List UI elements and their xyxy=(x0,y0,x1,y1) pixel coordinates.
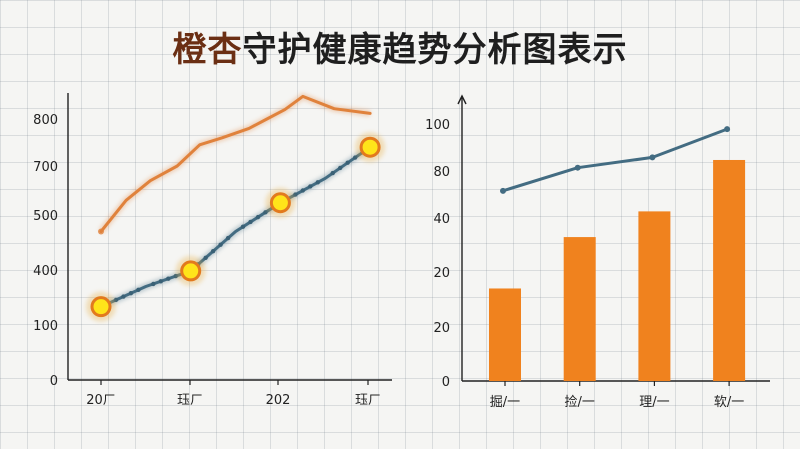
series-1-texture-dot xyxy=(255,214,261,220)
left-y-tick-label: 700 xyxy=(33,160,58,175)
series-1-texture-dot xyxy=(345,160,350,165)
left-x-tick-label: 珏ㄏ xyxy=(177,393,203,408)
trend-line-point xyxy=(574,164,581,171)
right-x-tick-label: 掘/一 xyxy=(490,395,520,410)
series-1-texture-dot xyxy=(308,184,313,189)
left-x-tick-label: 202 xyxy=(266,393,291,408)
bar xyxy=(563,237,596,381)
left-y-tick-label: 800 xyxy=(33,113,58,128)
left-y-tick-label: 0 xyxy=(50,374,58,389)
bar xyxy=(713,159,746,381)
series-1-texture-dot xyxy=(263,210,268,215)
left-x-tick-label: 20ㄏ xyxy=(86,393,116,408)
series-1-texture-dot xyxy=(315,180,320,185)
series-1-texture-dot xyxy=(300,188,306,193)
bar xyxy=(489,288,521,381)
series-0-start-dot xyxy=(98,228,104,235)
bar xyxy=(638,211,671,381)
series-1-texture-dot xyxy=(338,165,343,171)
right-bar-chart: 0 20 20 40 80 100 掘/一 捡/一 理/一 软/一 xyxy=(425,94,770,410)
data-point-marker xyxy=(90,296,112,318)
right-y-tick-label: 100 xyxy=(425,118,450,133)
right-y-tick-label: 20 xyxy=(433,266,450,281)
chart-title-accent: 橙杏 xyxy=(172,30,243,70)
series-1-texture-dot xyxy=(240,224,246,229)
series-1-texture-dot xyxy=(128,291,134,296)
series-1-texture-dot xyxy=(330,170,335,176)
right-x-tick-label: 理/一 xyxy=(639,395,669,410)
data-point-marker xyxy=(180,260,202,282)
series-1-glow xyxy=(99,144,372,310)
data-point-marker xyxy=(269,192,291,214)
left-x-tick-label: 珏ㄏ xyxy=(355,393,381,408)
left-y-tick-label: 400 xyxy=(33,264,58,279)
series-1-texture-dot xyxy=(248,219,253,225)
left-y-tick-label: 100 xyxy=(33,319,58,334)
series-1-line xyxy=(99,145,372,309)
right-y-tick-label: 40 xyxy=(433,212,450,227)
series-1-texture-dot xyxy=(158,279,163,284)
right-x-tick-label: 软/一 xyxy=(714,395,744,410)
series-1-texture-dot xyxy=(121,294,126,299)
series-1-texture-dot xyxy=(225,235,231,241)
right-x-tick-label: 捡/一 xyxy=(565,394,595,410)
series-1-texture-dot xyxy=(136,287,141,293)
right-y-tick-label: 0 xyxy=(442,375,450,390)
series-1-texture-dot xyxy=(293,192,298,197)
series-1-texture-dot xyxy=(352,155,358,160)
right-y-axis-arrow xyxy=(457,94,467,105)
chart-title-rest: 守护健康趋势分析图表示 xyxy=(242,30,628,70)
trend-line-point xyxy=(724,126,731,133)
series-1-texture-dot xyxy=(218,242,223,247)
series-1-texture-dot xyxy=(151,281,156,287)
series-1-texture-dot xyxy=(203,255,208,260)
right-y-tick-label: 20 xyxy=(433,321,450,336)
data-point-marker xyxy=(359,136,381,158)
left-y-tick-label: 500 xyxy=(33,209,58,224)
trend-line-point xyxy=(500,187,506,194)
right-y-tick-label: 80 xyxy=(433,165,450,180)
trend-line-point xyxy=(649,154,656,161)
chart-title: 橙杏守护健康趋势分析图表示 xyxy=(0,22,800,71)
trend-line xyxy=(501,127,729,193)
series-0-glow xyxy=(98,93,371,234)
series-0-line xyxy=(99,94,372,233)
series-1-texture-dot xyxy=(166,276,171,281)
series-1-texture-dot xyxy=(210,249,216,254)
left-line-chart: 0 100 400 500 700 800 20ㄏ 珏ㄏ 202 珏ㄏ xyxy=(33,93,392,408)
